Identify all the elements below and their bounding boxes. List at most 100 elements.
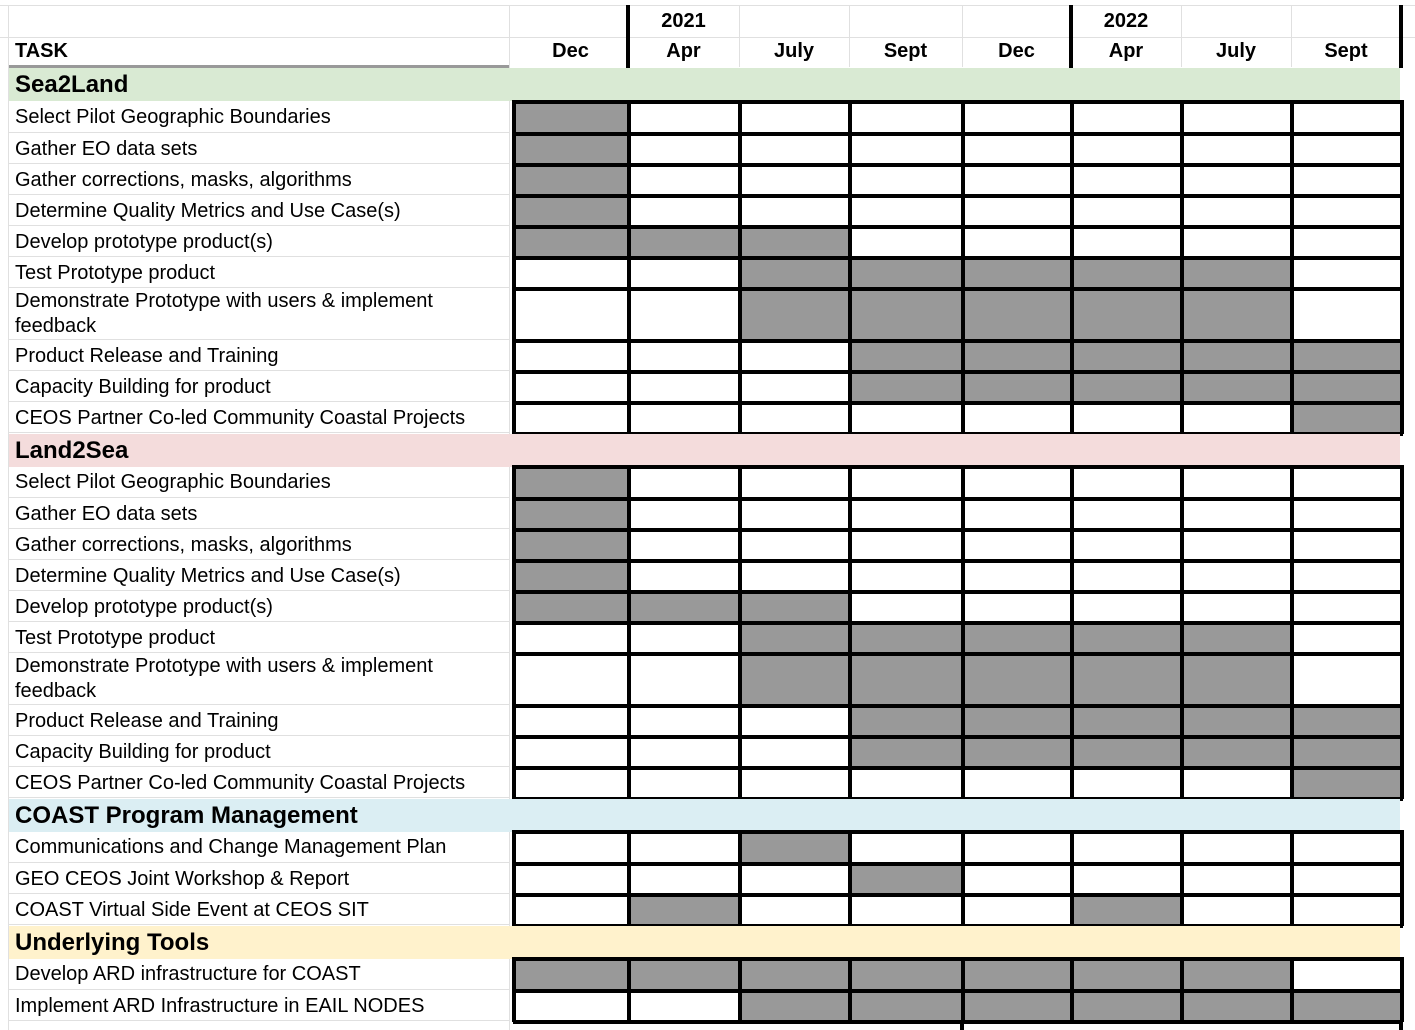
gantt-empty-cell — [515, 342, 628, 371]
gantt-empty-cell — [964, 166, 1071, 195]
task-label: Select Pilot Geographic Boundaries — [15, 471, 331, 493]
gantt-empty-cell — [515, 833, 628, 863]
grid-line — [9, 432, 509, 433]
grid-line-thick — [1400, 465, 1404, 799]
grid-line — [9, 704, 509, 705]
grid-line-thick — [513, 287, 1403, 291]
gantt-empty-cell — [741, 373, 849, 402]
gantt-empty-cell — [630, 197, 739, 226]
grid-line-thick — [513, 957, 1403, 961]
section-title: Land2Sea — [15, 437, 129, 464]
gantt-empty-cell — [1073, 769, 1181, 798]
grid-line-thick — [738, 830, 742, 926]
gantt-bar-cell — [515, 135, 628, 164]
grid-line-thick — [1400, 957, 1404, 1022]
gantt-empty-cell — [1293, 833, 1401, 863]
grid-line-thick — [627, 465, 631, 799]
gantt-empty-cell — [630, 655, 739, 705]
gantt-empty-cell — [1073, 468, 1181, 498]
gantt-empty-cell — [741, 404, 849, 433]
grid-line — [9, 370, 509, 371]
gantt-empty-cell — [851, 228, 962, 257]
gantt-bar-cell — [1183, 290, 1291, 340]
gantt-empty-cell — [1293, 960, 1401, 990]
gantt-bar-cell — [1073, 290, 1181, 340]
gantt-bar-cell — [1183, 992, 1291, 1021]
section-band — [9, 68, 1400, 101]
gantt-empty-cell — [630, 500, 739, 529]
gantt-bar-cell — [851, 707, 962, 736]
gantt-bar-cell — [630, 228, 739, 257]
gantt-empty-cell — [851, 896, 962, 925]
gantt-empty-cell — [741, 531, 849, 560]
gantt-empty-cell — [1293, 259, 1401, 288]
gantt-bar-cell — [515, 103, 628, 133]
gantt-empty-cell — [630, 373, 739, 402]
gantt-bar-cell — [1293, 404, 1401, 433]
task-label: Demonstrate Prototype with users & imple… — [15, 655, 433, 702]
gantt-bar-cell — [515, 500, 628, 529]
month-label: Sept — [1324, 40, 1368, 62]
grid-line — [739, 5, 740, 67]
gantt-bar-cell — [1293, 342, 1401, 371]
gantt-empty-cell — [630, 404, 739, 433]
gantt-bar-cell — [964, 342, 1071, 371]
gantt-empty-cell — [630, 992, 739, 1021]
task-label: Develop prototype product(s) — [15, 231, 273, 253]
year-label: 2021 — [661, 10, 706, 32]
grid-line-thick — [513, 704, 1403, 708]
gantt-bar-cell — [1183, 259, 1291, 288]
task-label: Gather corrections, masks, algorithms — [15, 534, 352, 556]
section-title: Underlying Tools — [15, 929, 210, 956]
grid-line-thick — [960, 1020, 964, 1030]
gantt-empty-cell — [630, 468, 739, 498]
gantt-empty-cell — [630, 135, 739, 164]
gantt-empty-cell — [1293, 624, 1401, 653]
task-label: Gather EO data sets — [15, 503, 198, 525]
grid-line-thick — [513, 225, 1403, 229]
gantt-empty-cell — [964, 769, 1071, 798]
grid-line-thick — [1070, 830, 1074, 926]
gantt-empty-cell — [1293, 103, 1401, 133]
grid-line-thick — [513, 100, 1403, 104]
task-label: Product Release and Training — [15, 710, 279, 732]
gantt-empty-cell — [741, 769, 849, 798]
gantt-empty-cell — [851, 197, 962, 226]
grid-line-thick — [1399, 1020, 1403, 1030]
gantt-empty-cell — [741, 738, 849, 767]
gantt-empty-cell — [515, 865, 628, 894]
grid-line-thick — [1400, 830, 1404, 926]
task-label: Gather corrections, masks, algorithms — [15, 169, 352, 191]
gantt-empty-cell — [630, 531, 739, 560]
gantt-empty-cell — [964, 896, 1071, 925]
gantt-empty-cell — [1183, 166, 1291, 195]
grid-line-thick — [848, 957, 852, 1022]
task-label: Product Release and Training — [15, 345, 279, 367]
gantt-bar-cell — [1293, 769, 1401, 798]
gantt-bar-cell — [964, 624, 1071, 653]
grid-line-thick — [513, 339, 1403, 343]
grid-line-thick — [961, 957, 965, 1022]
task-label: Develop ARD infrastructure for COAST — [15, 963, 361, 985]
gantt-empty-cell — [851, 500, 962, 529]
grid-line-thick — [513, 256, 1403, 260]
gantt-empty-cell — [1183, 593, 1291, 622]
month-label: Apr — [1108, 40, 1144, 62]
gantt-empty-cell — [630, 166, 739, 195]
grid-line-thick — [513, 735, 1403, 739]
gantt-empty-cell — [1073, 197, 1181, 226]
grid-line — [9, 132, 509, 133]
grid-line-thick — [512, 465, 516, 799]
gantt-empty-cell — [964, 593, 1071, 622]
grid-line-thick — [1290, 100, 1294, 434]
gantt-bar-cell — [1183, 655, 1291, 705]
task-label: Test Prototype product — [15, 627, 216, 649]
grid-line — [9, 163, 509, 164]
gantt-bar-cell — [851, 290, 962, 340]
grid-line-thick — [513, 370, 1403, 374]
gantt-bar-cell — [851, 373, 962, 402]
gantt-empty-cell — [1183, 468, 1291, 498]
gantt-empty-cell — [741, 103, 849, 133]
grid-line-thick — [512, 830, 516, 926]
gantt-empty-cell — [1293, 135, 1401, 164]
